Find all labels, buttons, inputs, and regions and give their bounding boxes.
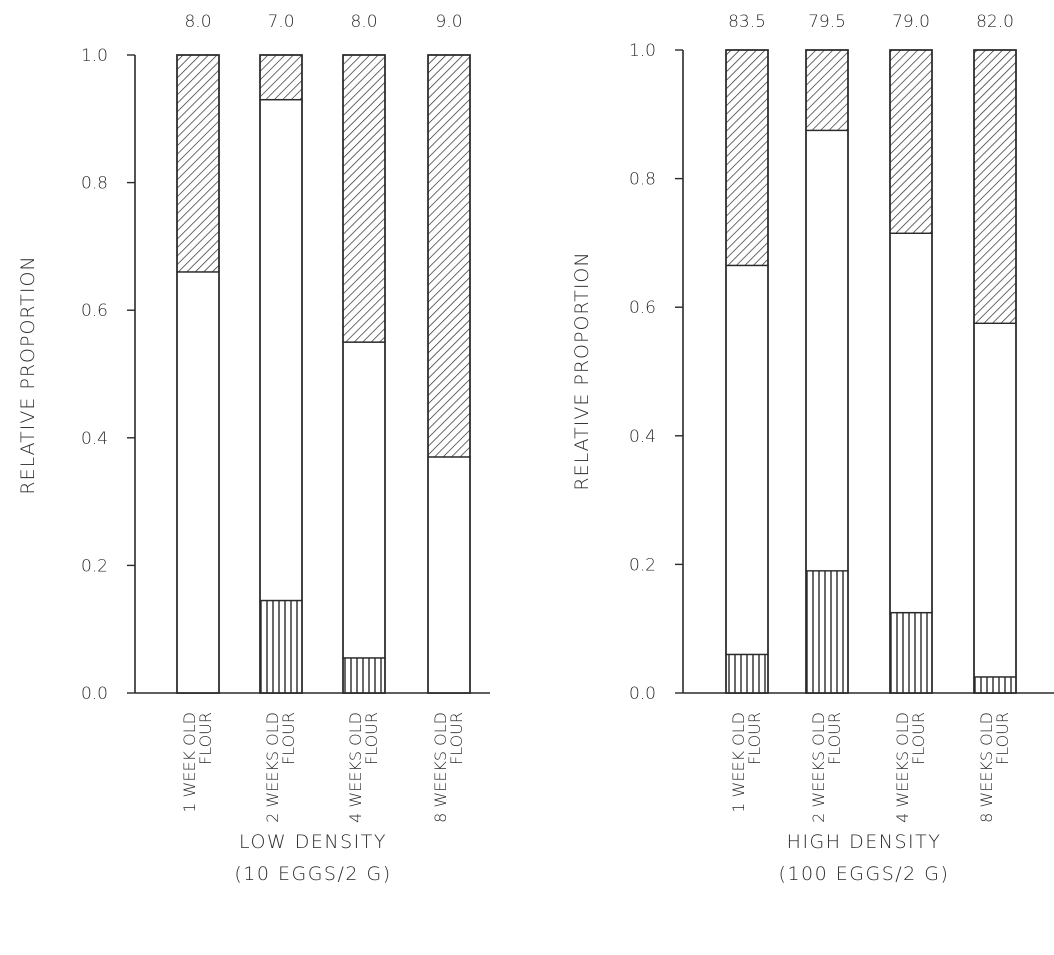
bar-segment-blank bbox=[342, 341, 386, 659]
category-label-line: FLOUR bbox=[362, 712, 381, 765]
bar-outline bbox=[427, 54, 471, 694]
category-label-line: 2 WEEKS OLD bbox=[263, 712, 282, 823]
bar-segment-diagonal-hatch bbox=[805, 49, 849, 132]
y-tick-label: 0.2 bbox=[629, 555, 656, 575]
bar-segment-vertical-lines bbox=[973, 676, 1017, 694]
bar-segment-vertical-lines bbox=[805, 570, 849, 694]
y-tick-label: 0.6 bbox=[629, 298, 656, 318]
panel-subtitle: (10 EGGS/2 G) bbox=[234, 863, 391, 885]
y-tick-label: 0.6 bbox=[81, 301, 108, 321]
bar-top-label: 79.5 bbox=[808, 12, 846, 32]
category-label-line: FLOUR bbox=[196, 712, 215, 765]
bar-segment-diagonal-hatch bbox=[176, 54, 220, 273]
bar-segment-blank bbox=[805, 129, 849, 572]
bar-outline bbox=[973, 49, 1017, 694]
category-label-line: FLOUR bbox=[909, 712, 928, 765]
bar-top-label: 8.0 bbox=[184, 12, 211, 32]
bar-outline bbox=[805, 49, 849, 694]
panel-subtitle: (100 EGGS/2 G) bbox=[779, 863, 950, 885]
y-axis-title: RELATIVE PROPORTION bbox=[17, 255, 39, 494]
bar-segment-blank bbox=[259, 98, 303, 602]
panel-title: LOW DENSITY bbox=[239, 831, 387, 853]
bar-segment-blank bbox=[176, 271, 220, 694]
bar-top-label: 82.0 bbox=[976, 12, 1014, 32]
chart-panel-low-density: 0.0 0.2 0.4 0.6 0.8 1.0 RELATIVE PROPORTION 8.0… bbox=[17, 12, 490, 885]
category-label-line: FLOUR bbox=[825, 712, 844, 765]
bar-outline bbox=[342, 54, 386, 694]
y-tick-label: 1.0 bbox=[81, 46, 108, 66]
bar-segment-diagonal-hatch bbox=[427, 54, 471, 458]
y-tick-label: 0.4 bbox=[629, 427, 656, 447]
category-label-line: FLOUR bbox=[279, 712, 298, 765]
category-label-line: FLOUR bbox=[745, 712, 764, 765]
bar-segment-blank bbox=[725, 264, 769, 656]
bar-segment-vertical-lines bbox=[342, 657, 386, 694]
y-tick-label: 0.8 bbox=[81, 174, 108, 194]
y-tick-label: 0.8 bbox=[629, 170, 656, 190]
panel-title: HIGH DENSITY bbox=[787, 831, 942, 853]
category-label-line: 4 WEEKS OLD bbox=[893, 712, 912, 823]
bar-top-label: 79.0 bbox=[892, 12, 930, 32]
bar-outline bbox=[725, 49, 769, 694]
category-label-line: FLOUR bbox=[993, 712, 1012, 765]
category-label-line: FLOUR bbox=[447, 712, 466, 765]
bar-outline bbox=[176, 54, 220, 694]
bar-segment-diagonal-hatch bbox=[973, 49, 1017, 324]
y-tick-label: 1.0 bbox=[629, 41, 656, 61]
category-label-line: 2 WEEKS OLD bbox=[809, 712, 828, 823]
bar-segment-diagonal-hatch bbox=[889, 49, 933, 234]
y-tick-label: 0.0 bbox=[81, 684, 108, 704]
bar-top-label: 83.5 bbox=[728, 12, 766, 32]
bar-outline bbox=[889, 49, 933, 694]
y-tick-label: 0.2 bbox=[81, 556, 108, 576]
bar-top-label: 9.0 bbox=[435, 12, 462, 32]
bar-segment-blank bbox=[973, 322, 1017, 678]
category-label-line: 8 WEEKS OLD bbox=[977, 712, 996, 823]
bar-top-label: 7.0 bbox=[267, 12, 294, 32]
bar-segment-vertical-lines bbox=[725, 653, 769, 694]
bar-segment-vertical-lines bbox=[259, 599, 303, 694]
bar-top-label: 8.0 bbox=[350, 12, 377, 32]
y-tick-label: 0.0 bbox=[629, 684, 656, 704]
category-label-line: 4 WEEKS OLD bbox=[346, 712, 365, 823]
bar-segment-blank bbox=[427, 456, 471, 694]
bar-outline bbox=[259, 54, 303, 694]
category-label-line: 1 WEEK OLD bbox=[180, 712, 199, 813]
bar-segment-diagonal-hatch bbox=[725, 49, 769, 267]
y-axis-title: RELATIVE PROPORTION bbox=[571, 251, 593, 490]
category-label-line: 1 WEEK OLD bbox=[729, 712, 748, 813]
y-tick-label: 0.4 bbox=[81, 429, 108, 449]
bar-segment-diagonal-hatch bbox=[342, 54, 386, 343]
bar-segment-blank bbox=[889, 232, 933, 614]
category-label-line: 8 WEEKS OLD bbox=[431, 712, 450, 823]
chart-panel-high-density: 0.0 0.2 0.4 0.6 0.8 1.0 RELATIVE PROPORTION 83.… bbox=[571, 12, 1054, 885]
bar-segment-diagonal-hatch bbox=[259, 54, 303, 101]
bar-segment-vertical-lines bbox=[889, 611, 933, 694]
